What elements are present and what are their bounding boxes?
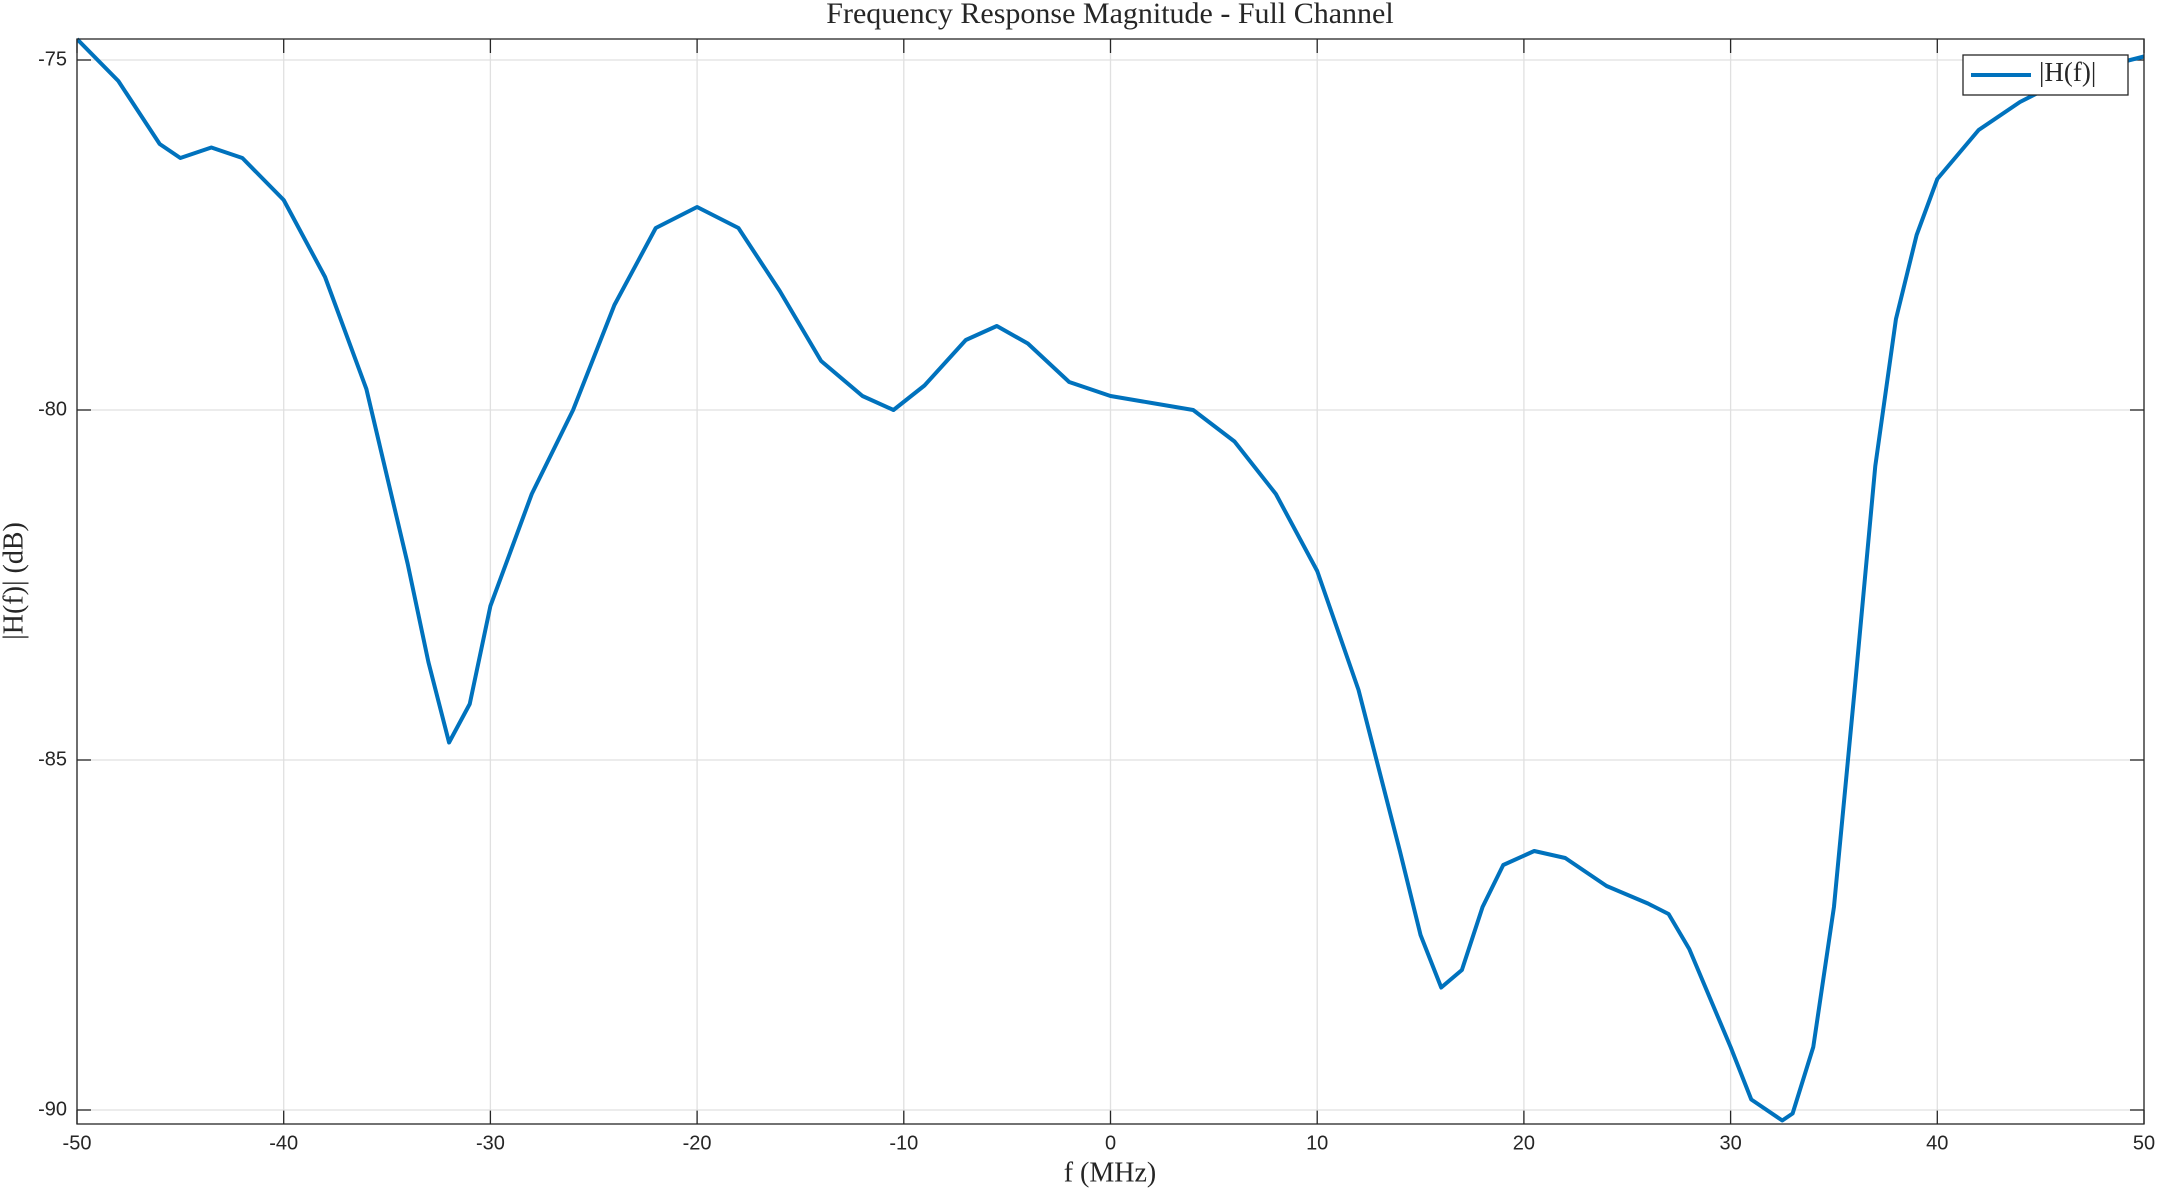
x-tick-label: -50 xyxy=(63,1132,92,1154)
x-tick-label: -40 xyxy=(269,1132,298,1154)
chart-title: Frequency Response Magnitude - Full Chan… xyxy=(826,0,1393,30)
x-tick-label: 40 xyxy=(1926,1132,1948,1154)
x-tick-label: 20 xyxy=(1513,1132,1535,1154)
plot-frame xyxy=(76,38,2145,1125)
y-tick-label: -75 xyxy=(38,48,67,70)
x-tick-label: 0 xyxy=(1105,1132,1116,1154)
y-tick-label: -90 xyxy=(38,1098,67,1120)
x-axis-label: f (MHz) xyxy=(1064,1157,1157,1188)
y-axis-label: |H(f)| (dB) xyxy=(0,522,29,640)
x-tick-label: 30 xyxy=(1719,1132,1741,1154)
line-series xyxy=(77,37,2144,1123)
x-tick-label: -30 xyxy=(476,1132,505,1154)
x-tick-label: 50 xyxy=(2133,1132,2155,1154)
y-tick-label: -80 xyxy=(38,398,67,420)
x-tick-label: -20 xyxy=(683,1132,712,1154)
x-tick-label: 10 xyxy=(1306,1132,1328,1154)
y-tick-label: -85 xyxy=(38,748,67,770)
legend-label: |H(f)| xyxy=(2039,57,2096,87)
x-tick-label: -10 xyxy=(889,1132,918,1154)
